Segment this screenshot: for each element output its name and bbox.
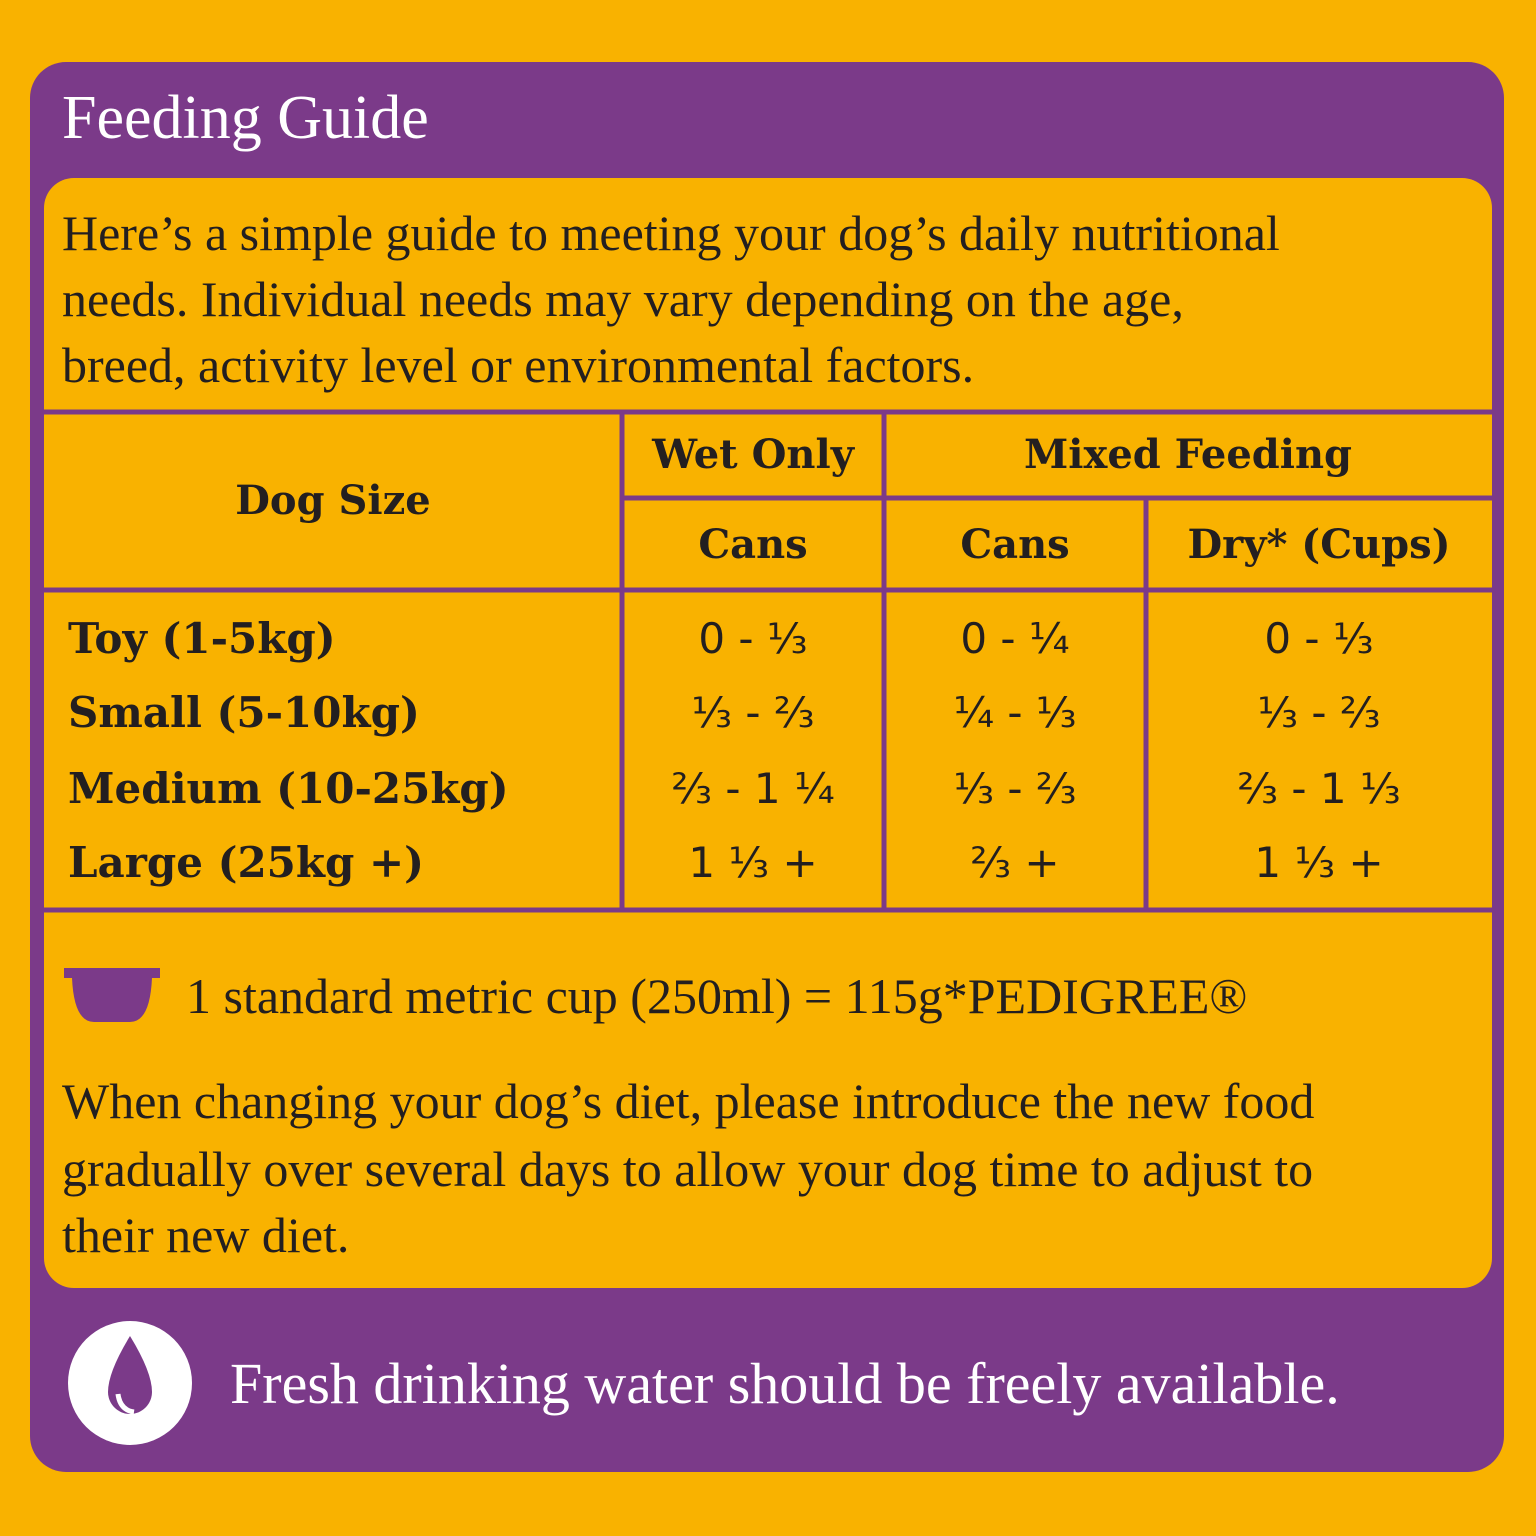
dog-size: Medium (10-25kg) <box>68 764 509 813</box>
amount: 1 ⅓ + <box>688 838 818 887</box>
amount: 0 - ⅓ <box>1264 614 1374 663</box>
note-line: their new diet. <box>62 1207 350 1263</box>
column-header: Dog Size <box>235 477 431 524</box>
amount: ⅓ - ⅔ <box>691 688 815 737</box>
column-header: Wet Only <box>652 431 854 478</box>
dog-size: Large (25kg +) <box>68 838 425 887</box>
amount: ⅔ + <box>970 838 1060 887</box>
amount: ⅓ - ⅔ <box>1257 688 1381 737</box>
amount: ¼ - ⅓ <box>953 688 1077 737</box>
column-header: Cans <box>698 521 808 568</box>
content-box <box>44 178 1492 1288</box>
amount: ⅔ - 1 ¼ <box>671 764 835 813</box>
column-header: Mixed Feeding <box>1024 431 1352 478</box>
amount: 0 - ⅓ <box>698 614 808 663</box>
amount: ⅔ - 1 ⅓ <box>1237 764 1401 813</box>
intro-line: needs. Individual needs may vary dependi… <box>62 271 1184 327</box>
note-line: gradually over several days to allow you… <box>62 1141 1314 1197</box>
amount: ⅓ - ⅔ <box>953 764 1077 813</box>
amount: 1 ⅓ + <box>1254 838 1384 887</box>
amount: 0 - ¼ <box>960 614 1070 663</box>
dog-size: Small (5-10kg) <box>68 688 420 737</box>
intro-line: Here’s a simple guide to meeting your do… <box>62 205 1280 261</box>
note-line: When changing your dog’s diet, please in… <box>62 1073 1315 1129</box>
intro-line: breed, activity level or environmental f… <box>62 337 975 393</box>
column-header: Cans <box>960 521 1070 568</box>
water-note: Fresh drinking water should be freely av… <box>230 1351 1340 1416</box>
title: Feeding Guide <box>62 84 429 152</box>
cup-note: 1 standard metric cup (250ml) = 115g*PED… <box>186 968 1248 1024</box>
dog-size: Toy (1-5kg) <box>68 614 336 663</box>
column-header: Dry* (Cups) <box>1187 521 1451 568</box>
